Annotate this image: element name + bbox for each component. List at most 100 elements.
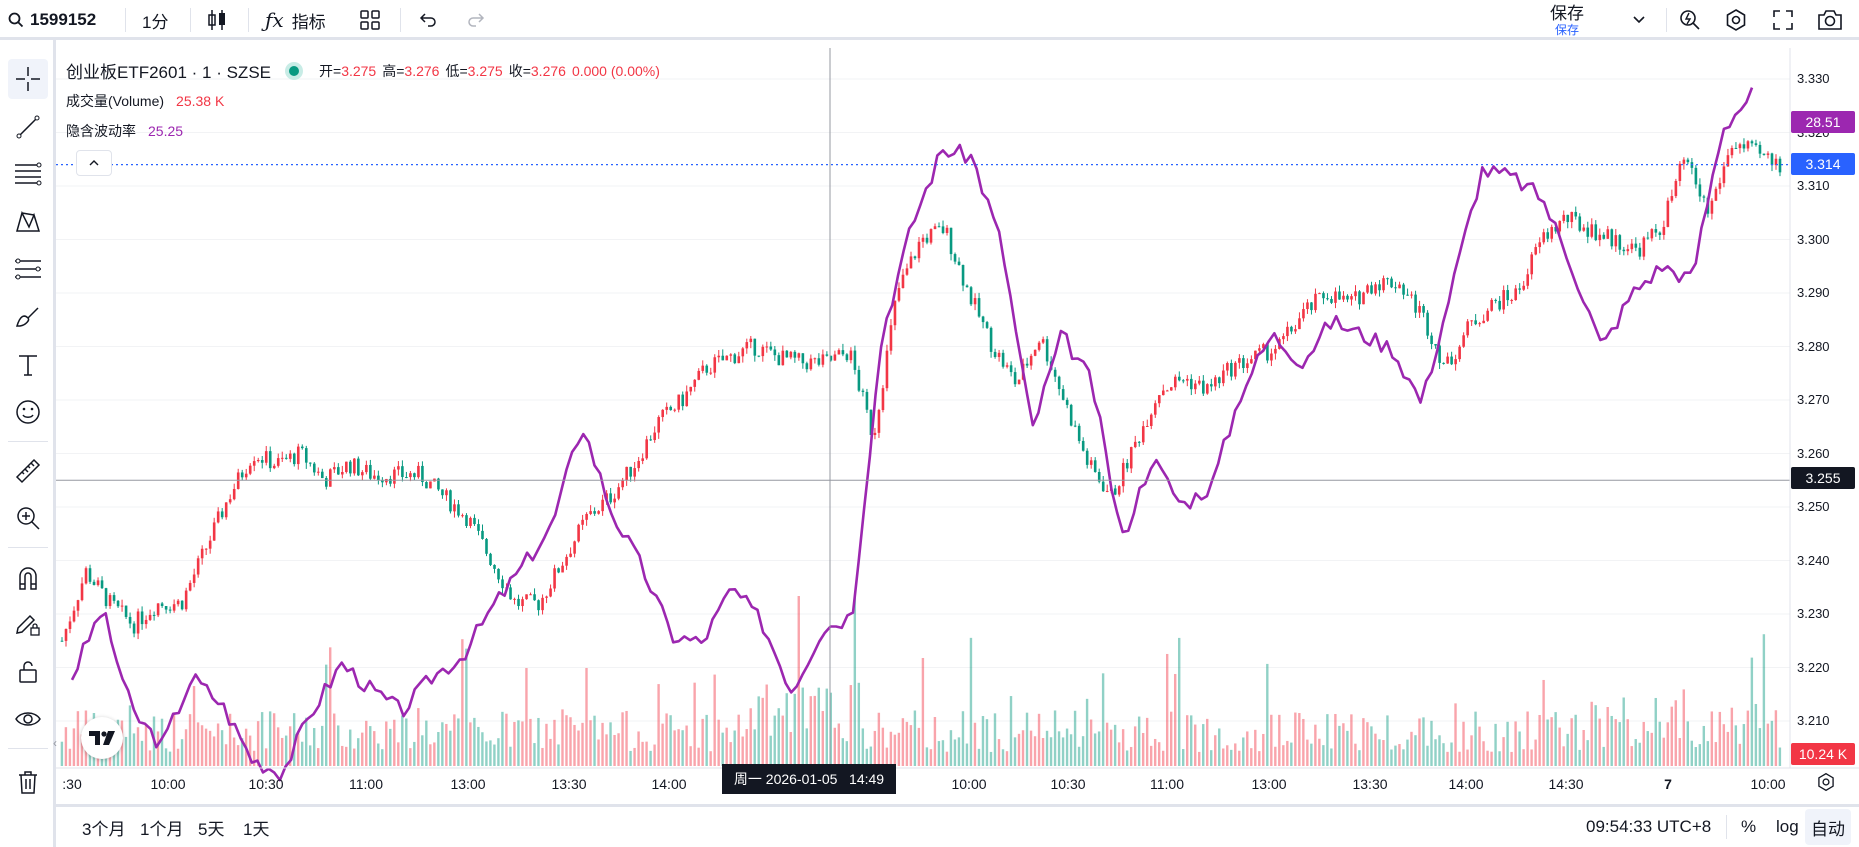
candle-body bbox=[1061, 389, 1065, 400]
candle-body bbox=[1125, 462, 1129, 469]
interval-button[interactable]: 1分 bbox=[142, 0, 168, 40]
candle-body bbox=[773, 349, 777, 356]
screenshot-button[interactable] bbox=[1817, 0, 1843, 40]
volume-bar bbox=[1109, 729, 1113, 766]
brush-tool[interactable] bbox=[8, 297, 48, 337]
drawing-mode-tool[interactable] bbox=[8, 605, 48, 645]
volume-bar bbox=[260, 712, 264, 766]
volume-bar bbox=[1061, 737, 1065, 766]
implied-volatility-line bbox=[70, 87, 1754, 782]
volume-bars bbox=[60, 596, 1782, 766]
magnet-tool[interactable] bbox=[8, 558, 48, 598]
undo-button[interactable] bbox=[418, 0, 438, 40]
tradingview-logo[interactable] bbox=[81, 717, 123, 759]
volume-bar bbox=[236, 745, 240, 766]
text-tool[interactable] bbox=[8, 345, 48, 385]
candle-body bbox=[1218, 377, 1221, 384]
price-chart[interactable] bbox=[56, 40, 1859, 804]
redo-button[interactable] bbox=[466, 0, 486, 40]
candle-body bbox=[861, 390, 865, 392]
volume-bar bbox=[256, 721, 260, 766]
last-price-badge: 3.314 bbox=[1791, 153, 1855, 175]
quick-search-button[interactable] bbox=[1678, 0, 1702, 40]
volume-bar bbox=[1766, 723, 1770, 766]
chevron-up-icon bbox=[89, 160, 99, 166]
brush-icon bbox=[15, 307, 39, 327]
range-3m-button[interactable]: 3个月 bbox=[82, 807, 125, 847]
trendline-tool[interactable] bbox=[8, 107, 48, 147]
settings-button[interactable] bbox=[1724, 0, 1748, 40]
candle-body bbox=[701, 365, 705, 371]
volume-bar bbox=[713, 674, 716, 766]
volume-bar bbox=[1614, 719, 1617, 766]
save-dropdown-button[interactable] bbox=[1632, 0, 1646, 40]
iv-legend[interactable]: 隐含波动率 25.25 bbox=[66, 121, 183, 141]
fullscreen-button[interactable] bbox=[1772, 0, 1794, 40]
save-button[interactable]: 保存 保存 bbox=[1550, 0, 1584, 40]
percent-scale-button[interactable]: % bbox=[1741, 807, 1756, 847]
axis-settings-button[interactable] bbox=[1808, 768, 1844, 796]
candle-body bbox=[513, 598, 516, 600]
volume-bar bbox=[761, 697, 764, 766]
collapse-legend-button[interactable] bbox=[76, 150, 112, 176]
volume-bar bbox=[1161, 750, 1165, 766]
range-5d-button[interactable]: 5天 bbox=[198, 807, 224, 847]
volume-bar bbox=[1422, 717, 1425, 766]
zoom-tool[interactable] bbox=[8, 498, 48, 538]
candle-body bbox=[833, 354, 837, 361]
volume-bar bbox=[1029, 730, 1033, 766]
candle-body bbox=[1570, 211, 1574, 223]
candle-body bbox=[96, 580, 100, 585]
candle-body bbox=[549, 588, 552, 597]
volume-bar bbox=[1482, 741, 1485, 766]
fib-tool[interactable] bbox=[8, 154, 48, 194]
range-1m-button[interactable]: 1个月 bbox=[140, 807, 183, 847]
volume-bar bbox=[673, 730, 676, 766]
volume-bar bbox=[337, 725, 340, 766]
volume-bar bbox=[857, 682, 861, 766]
candle-body bbox=[369, 464, 372, 479]
symbol-search[interactable]: 1599152 bbox=[8, 0, 118, 40]
chart-type-button[interactable] bbox=[206, 0, 228, 40]
clock-button[interactable]: 09:54:33 UTC+8 bbox=[1586, 807, 1711, 847]
volume-bar bbox=[473, 717, 476, 766]
candle-body bbox=[1670, 196, 1674, 201]
pattern-tool[interactable] bbox=[8, 202, 48, 242]
delete-tool[interactable] bbox=[8, 762, 48, 802]
candle-body bbox=[1085, 450, 1089, 465]
volume-bar bbox=[1470, 735, 1473, 766]
log-scale-button[interactable]: log bbox=[1776, 807, 1799, 847]
range-1d-button[interactable]: 1天 bbox=[243, 807, 269, 847]
layouts-button[interactable] bbox=[360, 0, 380, 40]
candle-body bbox=[601, 499, 604, 512]
forecast-tool[interactable] bbox=[8, 249, 48, 289]
ruler-tool[interactable] bbox=[8, 451, 48, 491]
emoji-tool[interactable] bbox=[8, 392, 48, 432]
high-value: 3.276 bbox=[404, 62, 440, 79]
candle-body bbox=[1510, 300, 1513, 302]
lock-tool[interactable] bbox=[8, 652, 48, 692]
volume-bar bbox=[1133, 726, 1137, 766]
candle-body bbox=[1586, 227, 1590, 237]
candle-body bbox=[473, 517, 476, 525]
auto-scale-button[interactable]: 自动 bbox=[1805, 809, 1851, 845]
visibility-tool[interactable] bbox=[8, 699, 48, 739]
indicators-button[interactable]: ƒx 指标 bbox=[265, 0, 326, 40]
volume-bar bbox=[325, 664, 328, 766]
candle-body bbox=[172, 604, 176, 611]
crosshair-tool[interactable] bbox=[8, 59, 48, 99]
volume-bar bbox=[1206, 718, 1209, 766]
candle-body bbox=[1722, 166, 1726, 184]
redo-icon bbox=[468, 13, 485, 27]
volume-bar bbox=[809, 696, 812, 766]
volume-bar bbox=[1446, 751, 1449, 766]
candle-body bbox=[1494, 299, 1497, 301]
candle-body bbox=[757, 355, 761, 357]
candle-body bbox=[801, 353, 805, 364]
volume-legend[interactable]: 成交量(Volume) 25.38 K bbox=[66, 91, 224, 111]
collapse-toolbar-handle[interactable]: ‹ bbox=[53, 736, 57, 750]
candle-body bbox=[1590, 224, 1594, 237]
symbol-title[interactable]: 创业板ETF2601 · 1 · SZSE bbox=[66, 63, 271, 82]
candle-body bbox=[869, 409, 873, 436]
volume-bar bbox=[240, 738, 244, 766]
